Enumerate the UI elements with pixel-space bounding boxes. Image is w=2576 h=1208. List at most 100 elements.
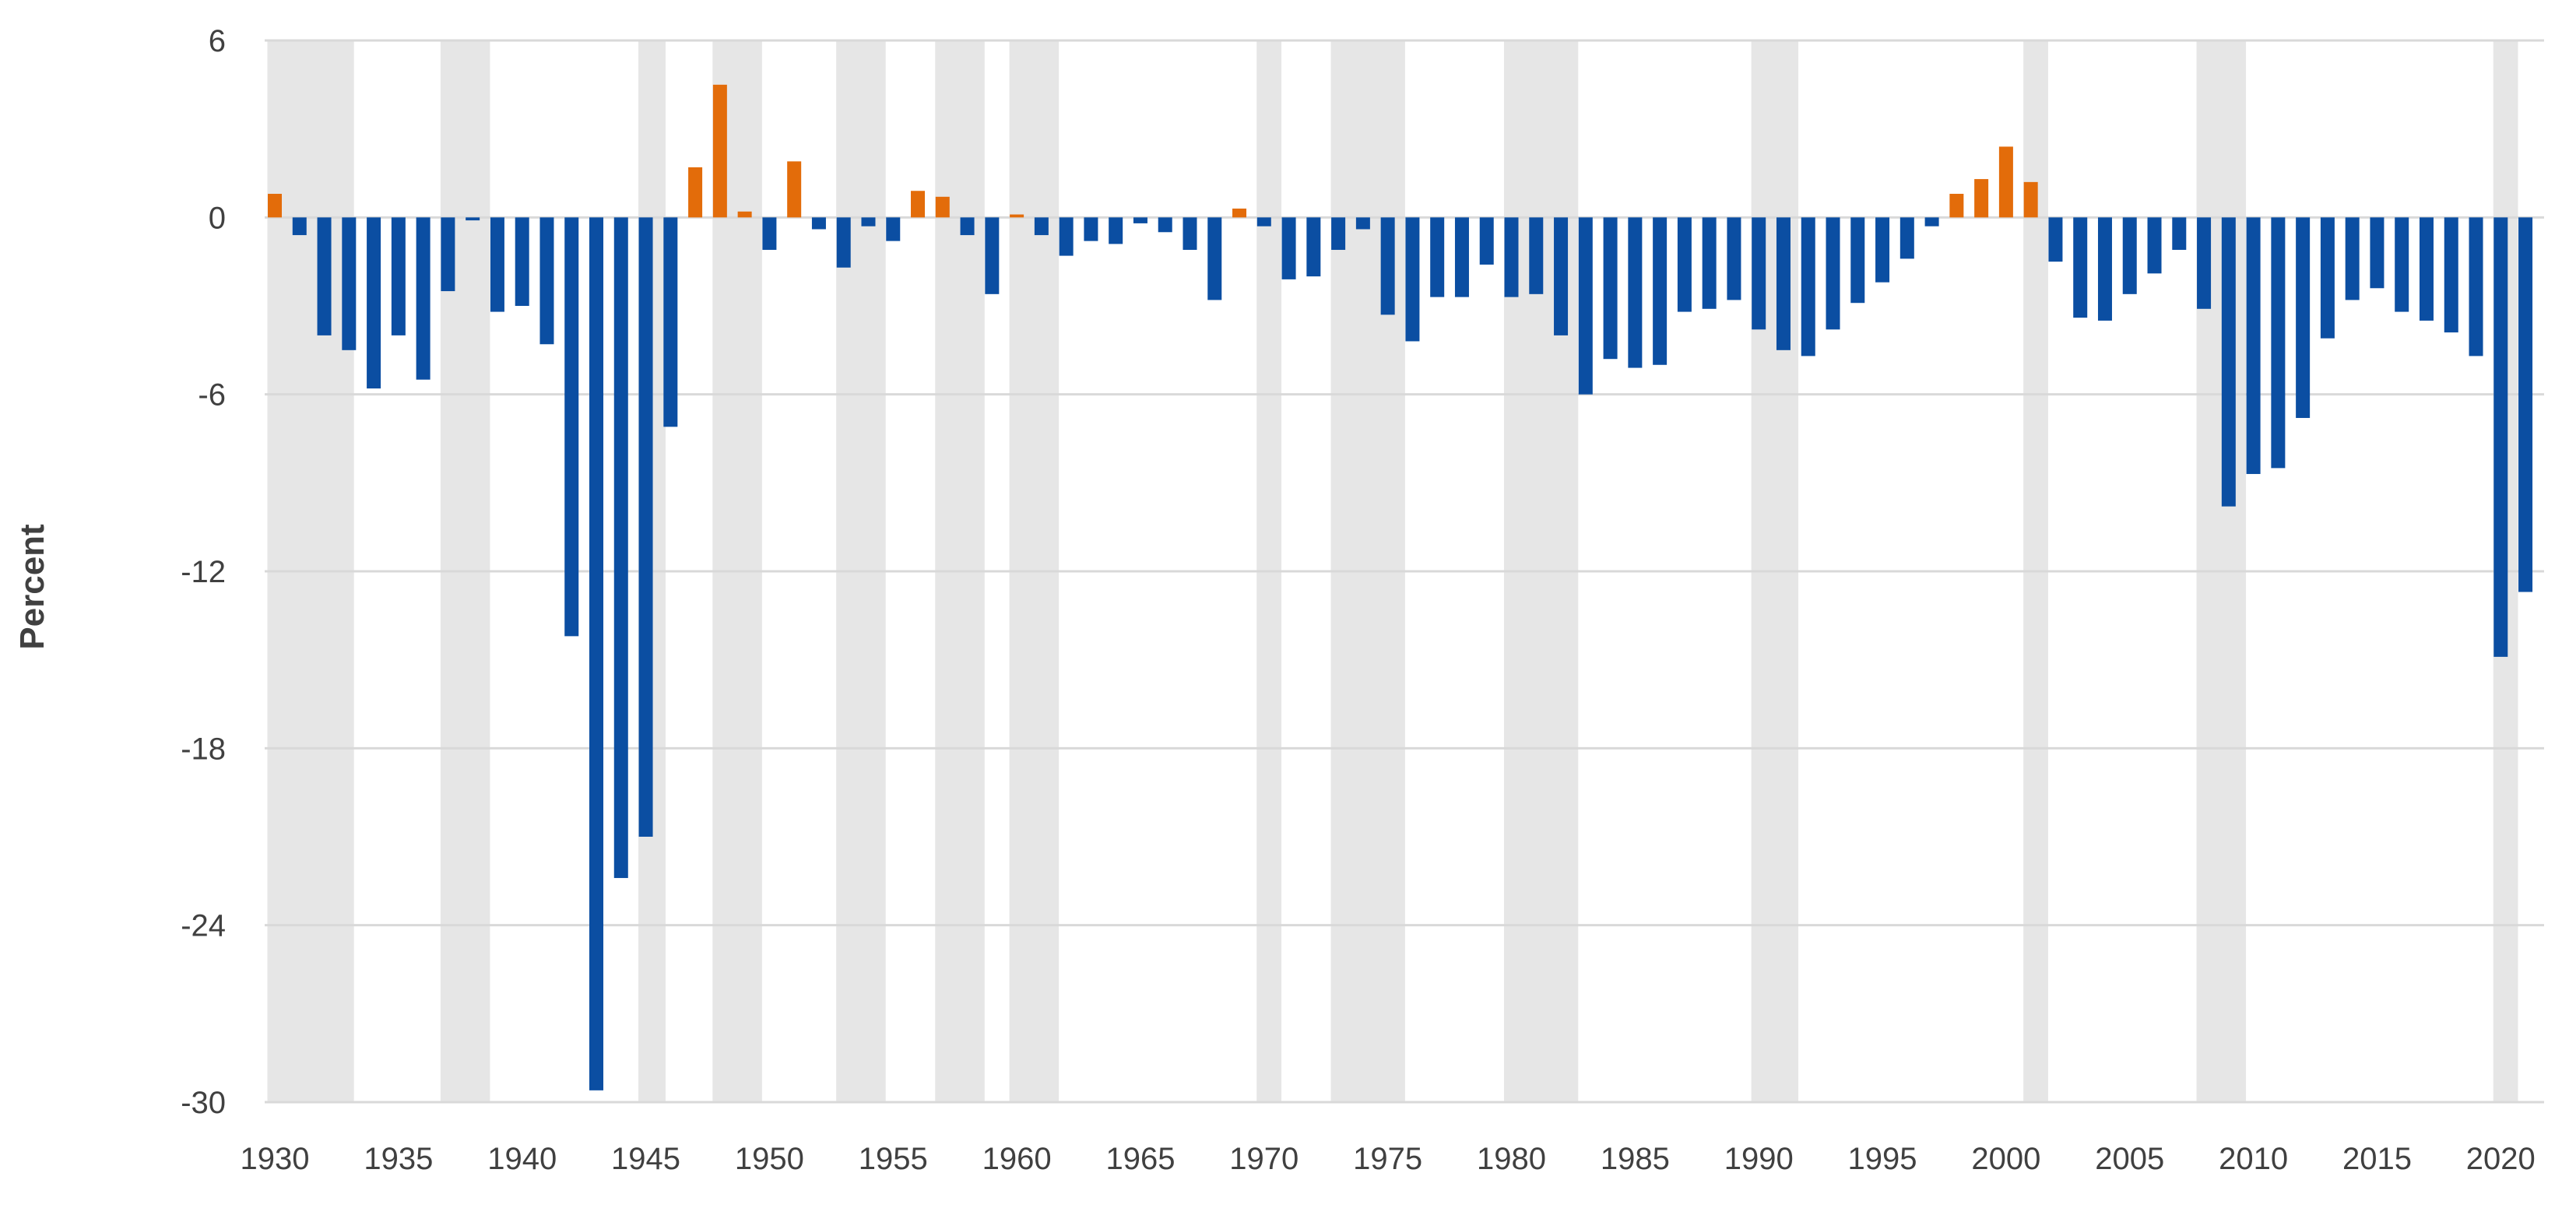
bar-1974 [1355, 217, 1370, 230]
x-tick-label: 1975 [1353, 1142, 1422, 1176]
bar-1993 [1826, 217, 1840, 330]
bar-1934 [367, 217, 381, 389]
bar-1956 [911, 191, 926, 218]
bar-1978 [1454, 217, 1469, 297]
bar-1977 [1430, 217, 1445, 297]
bar-2008 [2197, 217, 2212, 309]
x-tick-label: 1955 [859, 1142, 928, 1176]
y-tick-label: -30 [181, 1086, 226, 1120]
bar-1944 [613, 217, 628, 879]
x-tick-label: 2005 [2095, 1142, 2164, 1176]
x-tick-label: 2020 [2466, 1142, 2536, 1176]
bar-2011 [2271, 217, 2286, 469]
bar-1948 [712, 84, 727, 218]
bar-1981 [1529, 217, 1544, 294]
bar-1979 [1479, 217, 1494, 265]
bar-2003 [2073, 217, 2088, 318]
x-tick-label: 2015 [2342, 1142, 2412, 1176]
bar-2014 [2345, 217, 2360, 300]
bar-1955 [886, 217, 901, 241]
x-tick-label: 2000 [1971, 1142, 2040, 1176]
bar-1971 [1281, 217, 1296, 279]
x-tick-label: 1940 [487, 1142, 557, 1176]
bar-1935 [391, 217, 406, 335]
bar-1930 [268, 194, 282, 218]
x-tick-label: 1995 [1848, 1142, 1917, 1176]
bar-2021 [2518, 217, 2533, 592]
x-tick-label: 1930 [241, 1142, 310, 1176]
bar-1997 [1924, 217, 1939, 226]
bar-2019 [2469, 217, 2483, 356]
bar-2017 [2419, 217, 2434, 321]
bar-2015 [2370, 217, 2384, 289]
bar-1982 [1554, 217, 1569, 335]
bar-1951 [787, 161, 802, 218]
x-tick-labels: 1930 1935 1940 1945 1950 1955 1960 1965 1970 1975… [241, 1142, 2536, 1176]
bar-2012 [2296, 217, 2311, 418]
bar-2002 [2048, 217, 2063, 262]
bar-1952 [811, 217, 826, 230]
y-tick-label: 6 [209, 24, 226, 58]
bar-1945 [638, 217, 653, 837]
bar-2016 [2395, 217, 2409, 312]
bar-1966 [1158, 217, 1172, 233]
x-tick-label: 1960 [982, 1142, 1052, 1176]
bar-2007 [2172, 217, 2187, 251]
bar-1988 [1702, 217, 1717, 309]
bar-1962 [1059, 217, 1074, 256]
bar-1985 [1628, 217, 1643, 368]
bar-2005 [2122, 217, 2137, 294]
x-tick-label: 1945 [611, 1142, 680, 1176]
bar-1933 [342, 217, 357, 350]
bar-1947 [688, 167, 703, 218]
bar-1973 [1331, 217, 1346, 251]
bar-1964 [1109, 217, 1123, 244]
x-tick-label: 1935 [364, 1142, 433, 1176]
bar-1959 [985, 217, 1000, 294]
y-axis-title: Percent [13, 524, 51, 650]
bars-layer [268, 84, 2533, 1090]
bar-1986 [1653, 217, 1668, 365]
bar-2004 [2097, 217, 2112, 321]
x-tick-label: 1950 [735, 1142, 804, 1176]
bar-1943 [589, 217, 604, 1090]
bar-2009 [2221, 217, 2236, 507]
bar-1950 [762, 217, 777, 251]
bar-2000 [1998, 146, 2013, 218]
y-tick-label: -6 [198, 378, 226, 413]
bar-1994 [1850, 217, 1865, 304]
bar-1949 [737, 211, 752, 218]
bar-1963 [1084, 217, 1098, 241]
bar-1984 [1603, 217, 1618, 360]
x-tick-label: 1990 [1724, 1142, 1794, 1176]
bar-1958 [960, 217, 975, 236]
bar-1936 [416, 217, 431, 380]
bar-1970 [1256, 217, 1271, 226]
bar-1939 [490, 217, 504, 312]
bar-1987 [1677, 217, 1692, 312]
bar-1980 [1504, 217, 1519, 297]
bar-1976 [1405, 217, 1420, 342]
bar-1989 [1727, 217, 1741, 300]
bar-1940 [515, 217, 529, 306]
bar-1954 [861, 217, 876, 226]
y-tick-labels: 6 0 -6 -12 -18 -24 -30 [181, 24, 226, 1120]
bar-1996 [1899, 217, 1914, 259]
bar-1931 [292, 217, 307, 236]
x-tick-label: 2010 [2219, 1142, 2288, 1176]
bar-1953 [836, 217, 851, 268]
bar-1960 [1010, 214, 1024, 218]
bar-1998 [1949, 194, 1964, 218]
bar-1991 [1776, 217, 1791, 350]
x-tick-label: 1980 [1477, 1142, 1546, 1176]
bar-1975 [1380, 217, 1395, 315]
bar-1961 [1034, 217, 1049, 236]
x-tick-label: 1970 [1229, 1142, 1299, 1176]
bar-1969 [1232, 208, 1247, 218]
bar-1946 [663, 217, 678, 427]
bar-2020 [2493, 217, 2508, 657]
bar-1992 [1801, 217, 1815, 356]
bar-1983 [1578, 217, 1593, 395]
bar-1942 [564, 217, 579, 637]
